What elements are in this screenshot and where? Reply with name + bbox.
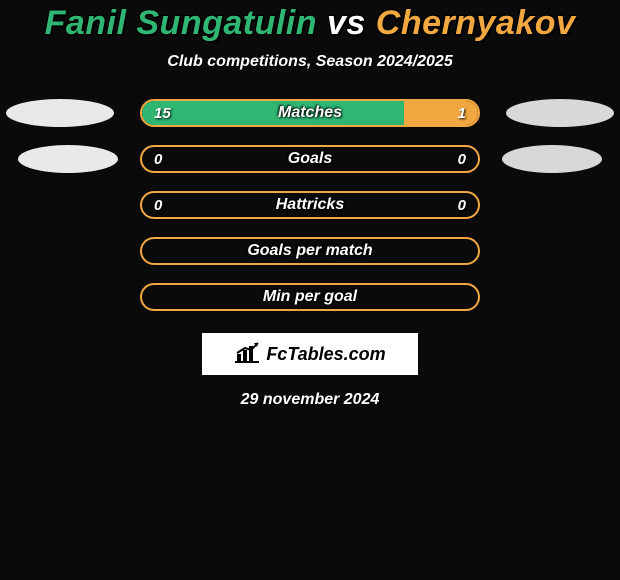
player2-marker <box>502 145 602 173</box>
stat-bar-right <box>404 101 478 125</box>
stat-row: Min per goal <box>0 283 620 311</box>
player2-marker <box>506 99 614 127</box>
page-title: Fanil Sungatulin vs Chernyakov <box>45 4 576 43</box>
player1-marker <box>18 145 118 173</box>
stat-label: Hattricks <box>142 193 478 217</box>
stat-label: Goals <box>142 147 478 171</box>
stat-value-right: 0 <box>458 147 466 171</box>
stat-row: Goals per match <box>0 237 620 265</box>
stat-bar-track: Goals0 0 <box>140 145 480 173</box>
stat-row: Hattricks0 0 <box>0 191 620 219</box>
player1-marker <box>6 99 114 127</box>
date-text: 29 november 2024 <box>241 391 380 409</box>
comparison-infographic: Fanil Sungatulin vs Chernyakov Club comp… <box>0 0 620 580</box>
comparison-rows: Matches151Goals00Hattricks00Goals per ma… <box>0 99 620 311</box>
stat-bar-track: Matches151 <box>140 99 480 127</box>
source-badge-text: FcTables.com <box>266 344 385 365</box>
stat-bar-left <box>142 101 404 125</box>
stat-row: Matches151 <box>0 99 620 127</box>
stat-bar-track: Goals per match <box>140 237 480 265</box>
subtitle: Club competitions, Season 2024/2025 <box>167 53 452 71</box>
title-player1: Fanil Sungatulin <box>45 4 317 42</box>
stat-bar-track: Min per goal <box>140 283 480 311</box>
chart-icon <box>234 341 260 368</box>
stat-bar-track: Hattricks0 0 <box>140 191 480 219</box>
stat-label: Goals per match <box>142 239 478 263</box>
stat-row: Goals0 0 <box>0 145 620 173</box>
stat-value-right: 0 <box>458 193 466 217</box>
stat-label: Min per goal <box>142 285 478 309</box>
source-badge: FcTables.com <box>202 333 418 375</box>
title-player2: Chernyakov <box>376 4 576 42</box>
stat-value-left: 0 <box>154 147 162 171</box>
title-vs: vs <box>327 4 366 42</box>
stat-value-left: 0 <box>154 193 162 217</box>
